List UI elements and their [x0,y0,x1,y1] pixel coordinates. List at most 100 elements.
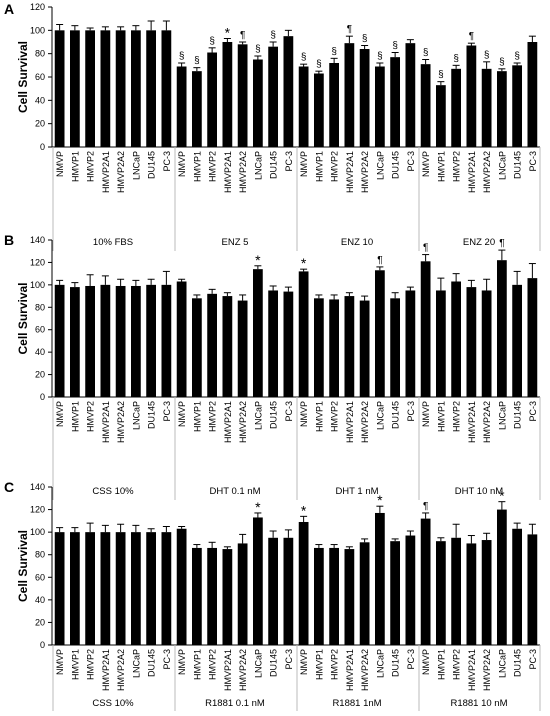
category-label: LNCaP [497,401,507,430]
bar [130,285,141,397]
bar [283,537,294,645]
y-tick-label: 140 [30,482,45,492]
y-tick-label: 100 [30,527,45,537]
category-label: HMVP1 [436,401,446,432]
category-label: DU145 [147,401,157,429]
bar [512,284,523,397]
category-label: NMVP [299,401,309,427]
bar [466,45,477,147]
significance-mark: § [514,51,520,62]
category-label: PC-3 [528,401,538,422]
category-label: LNCaP [253,401,263,430]
y-axis-label: Cell Survival [16,530,30,602]
category-label: DU145 [269,401,279,429]
significance-mark: § [255,44,261,55]
bar [146,30,157,147]
category-label: HMVP2A1 [467,401,477,443]
significance-mark: § [392,41,398,52]
y-tick-label: 20 [35,119,45,129]
significance-mark: * [255,499,261,515]
bar [344,549,355,645]
bar [344,43,355,147]
category-label: HMVP2 [86,649,96,680]
category-label: LNCaP [253,649,263,678]
significance-mark: § [209,36,215,47]
category-label: DU145 [147,151,157,179]
category-label: DU145 [269,151,279,179]
category-label: HMVP2 [208,151,218,182]
y-tick-label: 140 [30,235,45,245]
bar [329,63,340,147]
bar [268,46,279,147]
significance-mark: ¶ [469,31,474,42]
category-label: HMVP1 [436,151,446,182]
category-label: HMVP1 [192,401,202,432]
significance-mark: * [499,488,505,504]
y-tick-label: 0 [40,142,45,152]
bar [496,71,507,147]
category-label: LNCaP [131,401,141,430]
bar [298,66,309,147]
group-label: 10% FBS [93,237,133,248]
category-label: HMVP1 [70,151,80,182]
bar [435,85,446,147]
category-label: HMVP2 [86,401,96,432]
category-label: HMVP2 [452,649,462,680]
category-label: NMVP [177,401,187,427]
y-tick-label: 40 [35,347,45,357]
significance-mark: ¶ [240,30,245,41]
significance-mark: * [255,252,261,268]
group-label: ENZ 10 [341,237,373,248]
bar [222,296,233,397]
bar [405,290,416,397]
category-label: HMVP2A1 [101,649,111,691]
y-tick-label: 40 [35,95,45,105]
significance-mark: § [453,53,459,64]
category-label: PC-3 [162,401,172,422]
bar [420,64,431,147]
category-label: PC-3 [284,649,294,670]
bar [237,44,248,148]
category-label: HMVP2A1 [467,151,477,193]
category-label: PC-3 [528,649,538,670]
category-label: NMVP [299,151,309,177]
category-label: LNCaP [497,151,507,180]
significance-mark: § [331,46,337,57]
category-label: LNCaP [253,151,263,180]
y-tick-label: 60 [35,72,45,82]
y-tick-label: 100 [30,25,45,35]
bar [100,532,111,645]
y-axis-label: Cell Survival [16,41,30,113]
category-label: NMVP [55,151,65,177]
category-label: LNCaP [375,151,385,180]
significance-mark: * [225,25,231,41]
bar [176,66,187,147]
category-label: PC-3 [528,151,538,172]
significance-mark: § [316,59,322,70]
bar [405,43,416,147]
group-label: ENZ 20 [463,237,495,248]
bar [161,30,172,147]
bar [359,49,370,147]
group-label: DHT 10 nM [455,486,503,497]
bar [268,290,279,397]
category-label: LNCaP [497,649,507,678]
bar [54,284,65,397]
category-label: HMVP2A1 [467,649,477,691]
category-label: PC-3 [406,401,416,422]
category-label: HMVP2A1 [345,401,355,443]
bar [420,518,431,645]
y-tick-label: 80 [35,49,45,59]
bar [359,542,370,645]
category-label: HMVP2A2 [360,401,370,443]
y-tick-label: 20 [35,370,45,380]
category-label: PC-3 [284,151,294,172]
significance-mark: ¶ [347,24,352,35]
category-label: NMVP [421,401,431,427]
bar [268,537,279,645]
significance-mark: § [362,34,368,45]
bar [69,532,80,645]
bar [100,30,111,147]
category-label: HMVP2 [330,401,340,432]
category-label: DU145 [513,151,523,179]
